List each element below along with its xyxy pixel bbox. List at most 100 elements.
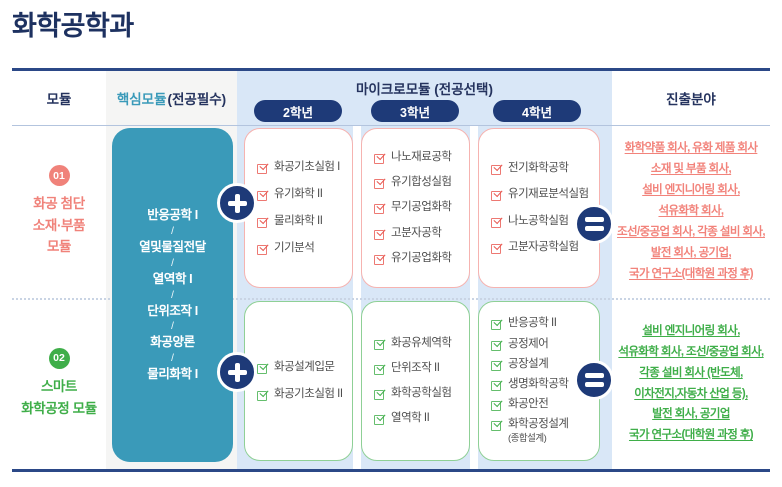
checkbox-icon — [374, 151, 386, 164]
checkbox-icon — [491, 418, 503, 432]
course-label: 유기합성실험 — [391, 176, 452, 189]
checkbox-icon — [374, 252, 386, 265]
module-1-name-line: 화공 첨단 — [33, 196, 85, 212]
course-item: 유기재료분석실험 — [491, 188, 593, 202]
course-label: 무기공업화학 — [391, 201, 452, 214]
header-core-module: 핵심모듈 (전공필수) — [106, 71, 237, 125]
career-line: 국가 연구소(대학원 과정 후) — [628, 429, 754, 442]
plus-icon — [217, 183, 257, 223]
course-item: 나노공학실험 — [491, 215, 593, 228]
course-item: 화공기초실험 II — [257, 388, 346, 401]
checkbox-icon — [257, 361, 269, 374]
career-line: 국가 연구소(대학원 과정 후) — [628, 267, 754, 280]
course-item: 화공기초실험 I — [257, 161, 346, 174]
course-label: 공장설계 — [508, 357, 549, 370]
course-item: 고분자공학 — [374, 227, 463, 240]
career-line: 석유화학 회사, 조선/중공업 회사, — [618, 345, 764, 358]
core-course: 물리화학 I — [147, 367, 198, 382]
module-2-year-2-box: 화공설계입문 화공기초실험 II — [244, 301, 353, 461]
equals-icon — [574, 204, 614, 244]
course-item: 유기합성실험 — [374, 176, 463, 190]
course-item: 나노재료공학 — [374, 151, 463, 164]
course-item: 무기공업화학 — [374, 201, 463, 215]
course-label-note: (종합설계) — [508, 432, 547, 444]
header-core-sub: (전공필수) — [167, 92, 227, 107]
course-item: 열역학 II — [374, 412, 463, 426]
core-slash: / — [171, 353, 174, 365]
page-title: 화학공학과 — [12, 11, 134, 41]
course-item: 유기공업화학 — [374, 252, 463, 265]
course-label: 기기분석 — [274, 242, 315, 255]
course-label: 공정제어 — [508, 337, 549, 350]
career-line: 설비 엔지니어링 회사, — [642, 184, 740, 197]
plus-icon — [217, 352, 257, 392]
course-label: 화공안전 — [508, 398, 549, 411]
course-item: 화공유체역학 — [374, 337, 463, 350]
checkbox-icon — [257, 188, 269, 201]
checkbox-icon — [491, 398, 503, 412]
career-line: 화학약품 회사, 유화 제품 회사 — [624, 142, 758, 155]
checkbox-icon — [257, 215, 269, 228]
module-2-year-3-box: 화공유체역학 단위조작 II 화학공학실험 열역학 II — [361, 301, 470, 461]
module-1-year-3-box: 나노재료공학 유기합성실험 무기공업화학 고분자공학 유기공업화학 — [361, 128, 470, 288]
course-item: 고분자공학실험 — [491, 241, 593, 254]
checkbox-icon — [491, 215, 503, 228]
core-slash: / — [171, 289, 174, 301]
course-item: 전기화학공학 — [491, 162, 593, 176]
course-item: 단위조작 II — [374, 362, 463, 375]
curriculum-table: 모듈 핵심모듈 (전공필수) 마이크로모듈 (전공선택) 2학년 3학년 4학년… — [12, 68, 770, 472]
header-separator — [12, 125, 770, 126]
career-line: 각종 설비 회사 (반도체, — [639, 366, 743, 379]
course-label: 고분자공학 — [391, 226, 442, 239]
core-course: 화공양론 — [150, 335, 195, 350]
course-label: 반응공학 II — [508, 317, 557, 330]
checkbox-icon — [374, 412, 386, 426]
core-slash: / — [171, 321, 174, 333]
checkbox-icon — [491, 241, 503, 254]
equals-icon — [574, 360, 614, 400]
course-item: 반응공학 II — [491, 317, 593, 331]
course-label: 화공유체역학 — [391, 336, 452, 349]
module-2-number-badge: 02 — [48, 347, 70, 369]
course-label: 물리화학 II — [274, 215, 323, 227]
checkbox-icon — [491, 378, 503, 392]
checkbox-icon — [491, 162, 503, 176]
course-label: 화학공정설계 (종합설계) — [508, 418, 569, 444]
module-1-name-line: 소재·부품 — [32, 217, 86, 233]
module-2-name-line: 스마트 — [40, 378, 78, 394]
header-module: 모듈 — [46, 92, 72, 107]
career-line: 발전 회사, 공기업 — [652, 408, 730, 421]
course-item: 유기화학 II — [257, 188, 346, 201]
checkbox-icon — [491, 317, 503, 331]
module-1-label: 01 화공 첨단 소재·부품 모듈 — [12, 125, 106, 298]
course-item: 화학공정설계 (종합설계) — [491, 418, 593, 444]
course-label: 화공기초실험 II — [274, 388, 343, 400]
career-line: 설비 엔지니어링 회사, — [642, 324, 740, 337]
module-1-number-badge: 01 — [48, 165, 70, 187]
module-2-label: 02 스마트 화학공정 모듈 — [12, 298, 106, 469]
career-line: 석유화학 회사, — [658, 205, 724, 218]
course-label: 전기화학공학 — [508, 162, 569, 175]
checkbox-icon — [374, 337, 386, 350]
course-item: 화공안전 — [491, 398, 593, 412]
checkbox-icon — [257, 161, 269, 174]
header-core-main: 핵심모듈 — [116, 92, 167, 107]
course-item: 생명화학공학 — [491, 378, 593, 392]
checkbox-icon — [491, 188, 503, 202]
course-label: 생명화학공학 — [508, 378, 569, 391]
checkbox-icon — [374, 201, 386, 215]
core-course: 열및물질전달 — [139, 239, 206, 254]
module-1-year-2-box: 화공기초실험 I 유기화학 II 물리화학 II 기기분석 — [244, 128, 353, 288]
core-course: 열역학 I — [152, 271, 193, 286]
course-item: 공정제어 — [491, 338, 593, 351]
course-label: 열역학 II — [391, 412, 430, 425]
year-4-pill: 4학년 — [493, 100, 581, 122]
header-micro-module: 마이크로모듈 (전공선택) — [356, 82, 493, 97]
career-line: 소재 및 부품 회사, — [650, 163, 732, 176]
module-1-career-fields: 화학약품 회사, 유화 제품 회사 소재 및 부품 회사, 설비 엔지니어링 회… — [612, 125, 770, 298]
checkbox-icon — [491, 338, 503, 351]
year-3-pill: 3학년 — [371, 100, 459, 122]
course-label: 화공기초실험 I — [274, 160, 340, 173]
checkbox-icon — [257, 388, 269, 401]
